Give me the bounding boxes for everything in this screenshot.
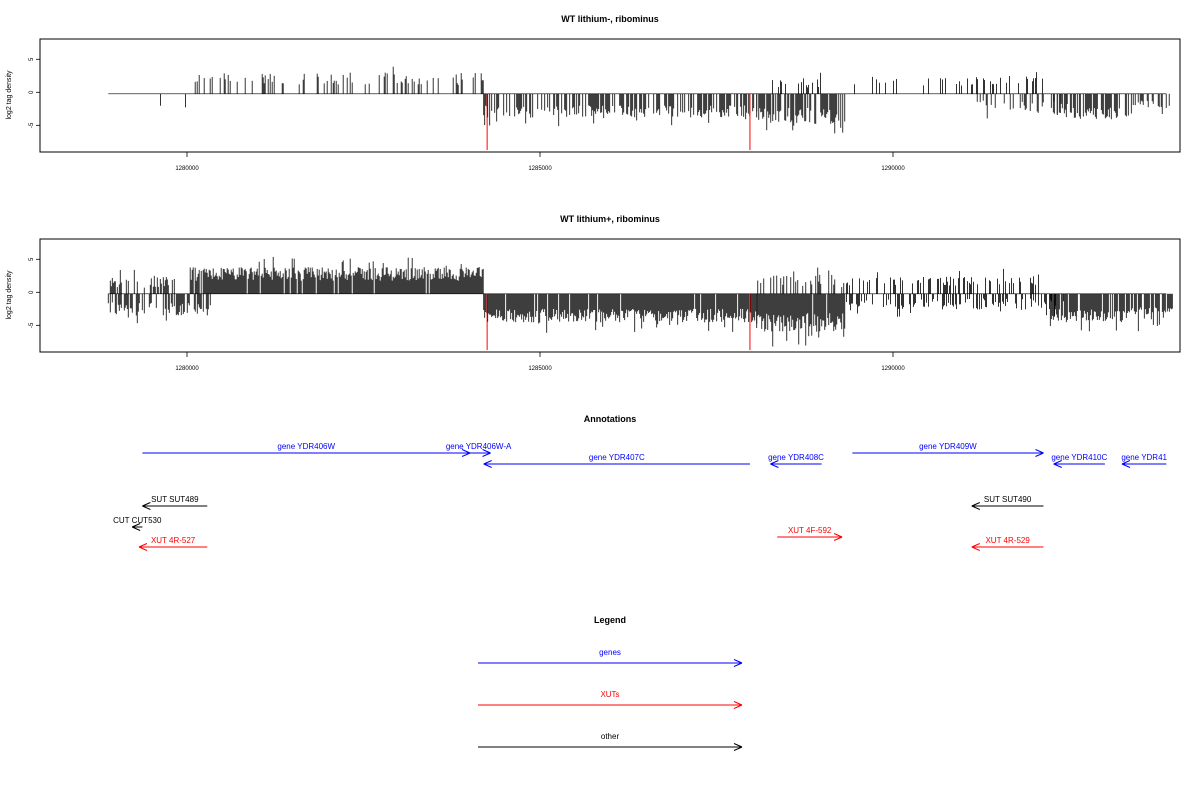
annotation-arrow [142, 449, 471, 457]
annotation-arrow [483, 460, 750, 468]
annotation-label: gene YDR406W-A [446, 442, 512, 451]
panel-2-xtick-1290000: 1290000 [881, 366, 905, 372]
annotation-label: gene YDR409W [919, 442, 977, 451]
legend-label-genes: genes [599, 648, 621, 657]
annotation-label: gene YDR407C [589, 453, 645, 462]
annotation-label: gene YDR408C [768, 453, 824, 462]
legend-title: Legend [594, 615, 626, 625]
panel-2-y-axis: 5 0 -5 log2 tag density [6, 257, 40, 328]
annotation-arrow [770, 460, 822, 468]
legend-panel: Legend genes XUTs other [478, 615, 743, 751]
annotation-label: XUT 4R-529 [985, 536, 1030, 545]
annotation-label: gene YDR41 [1121, 453, 1167, 462]
panel-2-ylabel: log2 tag density [6, 270, 13, 320]
annotation-arrow [1053, 460, 1105, 468]
panel-1-ytick-5: 5 [29, 57, 35, 61]
annotation-arrow [131, 523, 143, 531]
track-panel-1: WT lithium-, ribominus 5 0 -5 log2 tag d… [6, 14, 1181, 172]
legend-arrow-xuts [478, 701, 743, 709]
panel-1-y-axis: 5 0 -5 log2 tag density [6, 57, 40, 128]
annotation-label: gene YDR410C [1051, 453, 1107, 462]
annotation-arrow [1121, 460, 1167, 468]
panel-2-title: WT lithium+, ribominus [560, 214, 660, 224]
legend-arrow-genes [478, 659, 743, 667]
panel-2-ytick-0: 0 [29, 290, 35, 294]
legend-label-xuts: XUTs [600, 690, 619, 699]
panel-1-ytick-neg5: -5 [29, 122, 35, 128]
panel-2-bars [107, 256, 1173, 350]
annotations-panel: Annotations gene YDR406W gene YDR406W-Age… [113, 414, 1168, 551]
annotation-label: XUT 4R-527 [151, 536, 196, 545]
annotation-label: CUT CUT530 [113, 516, 162, 525]
annotations-title: Annotations [584, 414, 637, 424]
panel-2-xtick-1285000: 1285000 [528, 366, 552, 372]
annotation-label: SUT SUT489 [151, 495, 199, 504]
panel-2-ytick-neg5: -5 [29, 322, 35, 328]
annotation-arrow [852, 449, 1044, 457]
panel-1-xtick-1290000: 1290000 [881, 166, 905, 172]
annotation-arrow [971, 502, 1044, 510]
panel-2-ytick-5: 5 [29, 257, 35, 261]
annotation-arrow [138, 543, 208, 551]
panel-1-ylabel: log2 tag density [6, 70, 13, 120]
panel-1-xtick-1285000: 1285000 [528, 166, 552, 172]
annotation-arrow [466, 449, 491, 457]
annotation-arrow [142, 502, 208, 510]
panel-1-xtick-1280000: 1280000 [175, 166, 199, 172]
annotation-features: gene YDR406W gene YDR406W-A gene YDR407C ge… [113, 442, 1168, 551]
annotation-label: gene YDR406W [277, 442, 335, 451]
annotation-label: XUT 4F-592 [788, 526, 832, 535]
annotation-label: SUT SUT490 [984, 495, 1032, 504]
track-panel-2: WT lithium+, ribominus 5 0 -5 log2 tag d… [6, 214, 1181, 372]
panel-2-xtick-1280000: 1280000 [175, 366, 199, 372]
panel-1-ytick-0: 0 [29, 90, 35, 94]
panel-1-x-axis: 1280000 1285000 1290000 [175, 152, 905, 172]
panel-1-frame [39, 38, 1181, 153]
panel-2-frame [39, 238, 1181, 353]
annotation-arrow [777, 533, 843, 541]
panel-1-title: WT lithium-, ribominus [561, 14, 659, 24]
legend-arrow-other [478, 743, 743, 751]
legend-label-other: other [601, 732, 620, 741]
panel-1-bars [108, 66, 1170, 150]
legend-entries: genes XUTs other [478, 648, 743, 751]
annotation-arrow [971, 543, 1044, 551]
panel-2-x-axis: 1280000 1285000 1290000 [175, 352, 905, 372]
